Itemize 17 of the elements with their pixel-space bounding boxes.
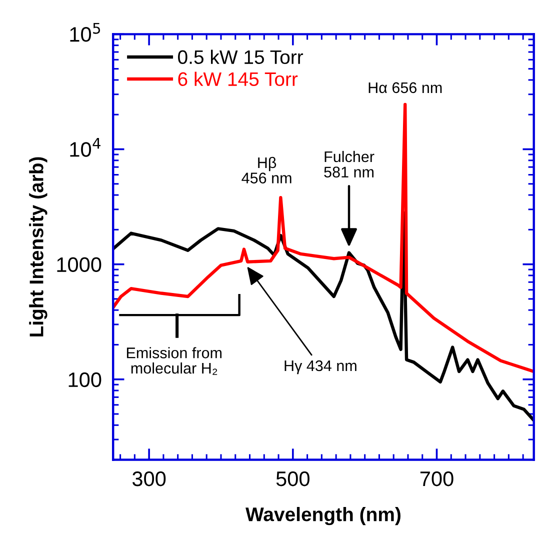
line-series: [113, 102, 534, 374]
annotation: Hα 656 nm: [368, 82, 442, 94]
annotation: Fulcher 581 nm: [324, 150, 374, 178]
x-tick-label: 500: [276, 471, 310, 486]
annotation: Hγ 434 nm: [284, 360, 356, 374]
y-axis-title: Light Intensity (arb): [29, 157, 48, 336]
y-tick-label: 10$^{4}$: [70, 138, 100, 157]
x-tick-label: 700: [420, 471, 454, 486]
x-tick-label: 300: [132, 471, 166, 486]
x-axis-title: Wavelength (nm): [246, 506, 400, 526]
y-tick-label: 10$^{5}$: [70, 22, 100, 42]
y-tick-label: 100: [68, 372, 102, 388]
annotation: Emission from molecular H₂: [126, 347, 222, 375]
annotation: Hβ 456 nm: [242, 156, 292, 184]
legend-label: 0.5 kW 15 Torr: [178, 50, 304, 64]
y-tick-label: 1000: [57, 257, 102, 272]
legend-label: 6 kW 145 Torr: [178, 72, 298, 86]
